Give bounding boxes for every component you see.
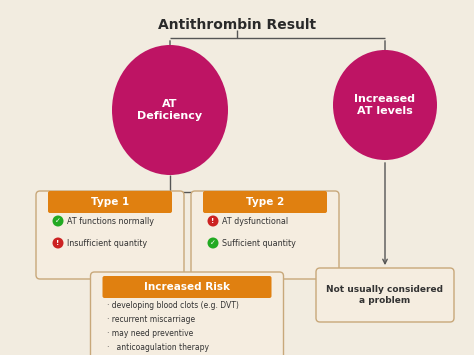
- Text: !: !: [56, 240, 60, 246]
- Circle shape: [53, 237, 64, 248]
- Text: Increased
AT levels: Increased AT levels: [355, 94, 416, 116]
- FancyBboxPatch shape: [203, 191, 327, 213]
- FancyBboxPatch shape: [91, 272, 283, 355]
- Text: Antithrombin Result: Antithrombin Result: [158, 18, 316, 32]
- FancyBboxPatch shape: [36, 191, 184, 279]
- Text: · may need preventive: · may need preventive: [107, 329, 193, 339]
- FancyBboxPatch shape: [102, 276, 272, 298]
- Circle shape: [208, 215, 219, 226]
- Text: Insufficient quantity: Insufficient quantity: [67, 239, 147, 247]
- Circle shape: [208, 237, 219, 248]
- Text: Type 2: Type 2: [246, 197, 284, 207]
- Text: Not usually considered
a problem: Not usually considered a problem: [327, 285, 444, 305]
- FancyBboxPatch shape: [48, 191, 172, 213]
- Text: AT
Deficiency: AT Deficiency: [137, 99, 202, 121]
- FancyBboxPatch shape: [191, 191, 339, 279]
- Ellipse shape: [333, 50, 437, 160]
- Text: ·   anticoagulation therapy: · anticoagulation therapy: [107, 344, 209, 353]
- Text: · recurrent miscarriage: · recurrent miscarriage: [107, 316, 195, 324]
- Text: ✓: ✓: [210, 240, 216, 246]
- Text: Sufficient quantity: Sufficient quantity: [222, 239, 296, 247]
- Text: AT functions normally: AT functions normally: [67, 217, 154, 225]
- Text: !: !: [211, 218, 215, 224]
- Ellipse shape: [112, 45, 228, 175]
- Circle shape: [53, 215, 64, 226]
- Text: Increased Risk: Increased Risk: [144, 282, 230, 292]
- FancyBboxPatch shape: [316, 268, 454, 322]
- Text: ✓: ✓: [55, 218, 61, 224]
- Text: AT dysfunctional: AT dysfunctional: [222, 217, 288, 225]
- Text: Type 1: Type 1: [91, 197, 129, 207]
- Text: · developing blood clots (e.g. DVT): · developing blood clots (e.g. DVT): [107, 301, 239, 311]
